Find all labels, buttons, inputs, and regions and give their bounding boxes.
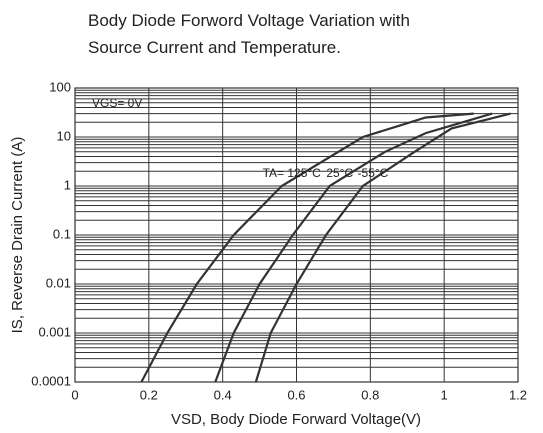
chart-title: Body Diode Forword Voltage Variation wit… xyxy=(88,11,410,30)
y-tick-label: 0.0001 xyxy=(31,373,71,388)
y-tick-label: 0.01 xyxy=(46,275,71,290)
x-tick-label: 0.6 xyxy=(287,387,305,402)
curve xyxy=(254,112,511,383)
chart-title: Source Current and Temperature. xyxy=(88,38,341,57)
x-tick-label: 1 xyxy=(441,387,448,402)
curve xyxy=(214,112,493,383)
y-axis-label: IS, Reverse Drain Current (A) xyxy=(9,137,26,334)
y-tick-label: 10 xyxy=(57,128,71,143)
x-tick-label: 1.2 xyxy=(509,387,527,402)
y-tick-label: 0.001 xyxy=(38,324,71,339)
y-tick-label: 1 xyxy=(64,177,71,192)
x-tick-label: 0.8 xyxy=(361,387,379,402)
y-tick-label: 0.1 xyxy=(53,226,71,241)
y-tick-label: 100 xyxy=(49,79,71,94)
x-axis-label: VSD, Body Diode Forward Voltage(V) xyxy=(171,411,421,428)
series-label: TA= 125°C xyxy=(263,166,322,180)
x-tick-label: 0 xyxy=(71,387,78,402)
x-tick-label: 0.4 xyxy=(214,387,232,402)
series-label: 25°C xyxy=(326,166,353,180)
curve xyxy=(140,112,474,383)
plot-frame xyxy=(74,87,519,383)
x-tick-label: 0.2 xyxy=(140,387,158,402)
series-label: -55°C xyxy=(358,166,389,180)
